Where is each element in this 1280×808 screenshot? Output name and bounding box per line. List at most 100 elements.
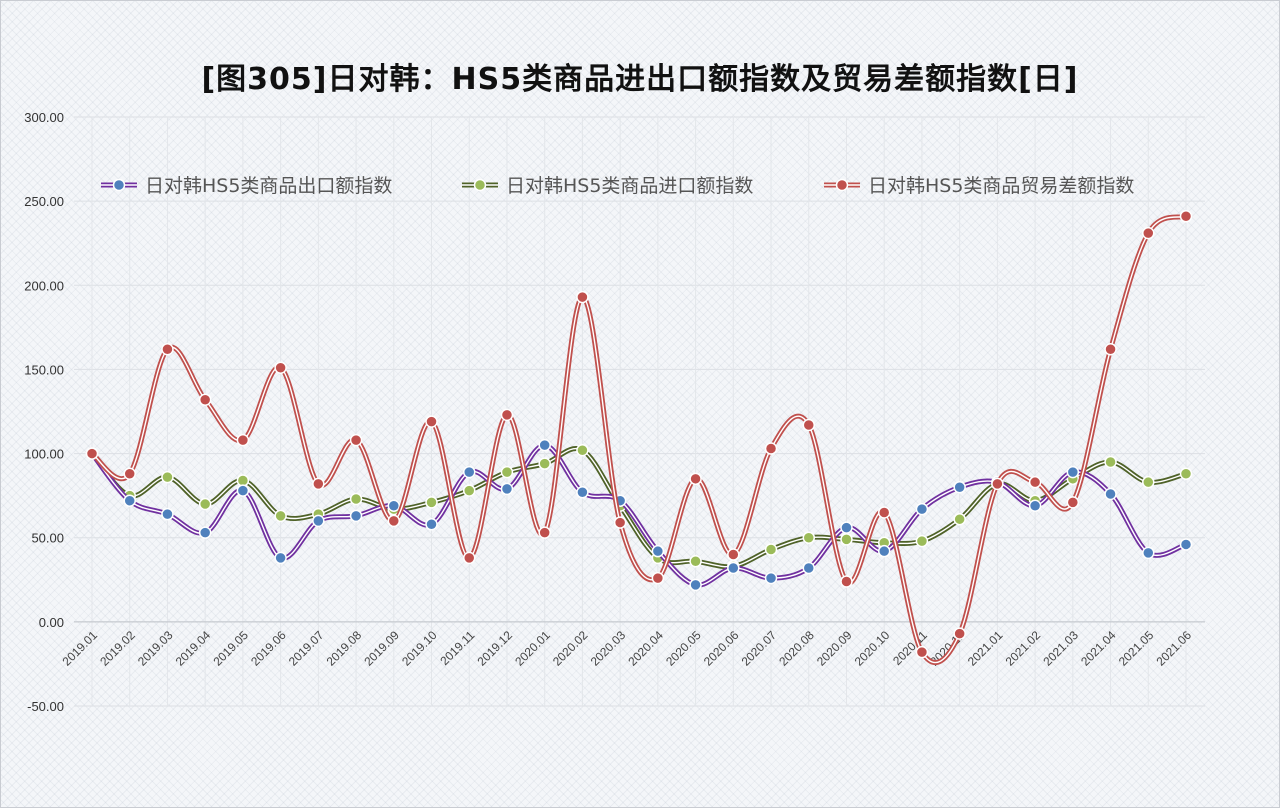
- x-tick-label: 2020.10: [852, 628, 893, 669]
- data-point: [1028, 499, 1042, 512]
- data-point: [802, 418, 816, 432]
- y-axis: 300.00 250.00 200.00 150.00 100.00 50.00 0.00 -…: [24, 110, 64, 714]
- data-point: [915, 502, 929, 516]
- data-point: [1104, 455, 1117, 469]
- data-point: [538, 438, 551, 452]
- data-point: [1066, 465, 1080, 479]
- data-point: [840, 521, 853, 534]
- data-point: [576, 443, 589, 457]
- data-point: [236, 433, 250, 447]
- data-point: [500, 465, 514, 479]
- y-tick-label: 150.00: [24, 362, 64, 377]
- y-tick-label: 100.00: [24, 447, 64, 462]
- data-point: [764, 442, 778, 455]
- series-2: [85, 443, 1193, 573]
- x-tick-label: 2021.03: [1040, 628, 1081, 669]
- data-point: [425, 415, 438, 428]
- data-point: [1142, 475, 1155, 489]
- x-tick-label: 2020.08: [776, 628, 817, 669]
- data-point: [500, 408, 514, 422]
- data-point: [689, 472, 702, 486]
- data-point: [198, 526, 212, 539]
- data-point: [613, 516, 627, 529]
- x-tick-label: 2020.06: [701, 628, 742, 669]
- y-tick-label: 200.00: [24, 278, 64, 293]
- x-tick-label: 2021.02: [1003, 628, 1044, 669]
- data-point: [349, 509, 363, 523]
- data-point: [425, 518, 438, 531]
- data-point: [312, 514, 325, 528]
- data-point: [991, 477, 1004, 491]
- x-tick-label: 2021.06: [1154, 628, 1195, 669]
- data-point: [85, 447, 99, 460]
- data-point: [764, 571, 778, 585]
- data-point: [953, 627, 966, 640]
- data-point: [123, 494, 136, 507]
- data-point: [840, 533, 853, 546]
- data-point: [538, 457, 551, 470]
- legend-item-1: 日对韩HS5类商品出口额指数: [101, 175, 392, 197]
- data-point: [1028, 475, 1042, 489]
- x-tick-label: 2020.03: [588, 628, 629, 669]
- x-tick-label: 2019.01: [60, 628, 101, 669]
- series-line-inner: [91, 215, 1187, 664]
- data-point: [349, 492, 363, 506]
- legend-marker: [835, 178, 849, 192]
- data-point: [123, 467, 136, 481]
- x-tick-label: 2019.10: [399, 628, 440, 669]
- data-point: [576, 486, 589, 499]
- data-point: [1142, 226, 1155, 240]
- x-tick-label: 2020.01: [512, 628, 553, 669]
- y-tick-label: 250.00: [24, 194, 64, 209]
- data-point: [651, 571, 665, 585]
- data-point: [198, 497, 212, 511]
- data-point: [538, 526, 551, 539]
- data-point: [840, 575, 853, 588]
- data-point: [274, 551, 287, 565]
- data-point: [274, 509, 287, 523]
- data-point: [462, 551, 476, 565]
- data-point: [576, 290, 589, 304]
- data-point: [727, 561, 740, 575]
- data-point: [802, 531, 816, 544]
- legend-label: 日对韩HS5类商品贸易差额指数: [868, 175, 1134, 197]
- x-tick-label: 2019.05: [210, 628, 251, 669]
- legend-item-3: 日对韩HS5类商品贸易差额指数: [824, 175, 1134, 197]
- data-point: [425, 496, 438, 509]
- data-point: [387, 499, 401, 512]
- data-point: [1104, 487, 1117, 501]
- x-tick-label: 2019.07: [286, 628, 327, 669]
- x-tick-label: 2020.05: [663, 628, 704, 669]
- y-tick-label: -50.00: [27, 699, 64, 714]
- x-axis: 2019.012019.022019.032019.042019.052019.…: [60, 621, 1205, 669]
- x-tick-label: 2019.06: [248, 628, 289, 669]
- legend-marker: [473, 178, 487, 192]
- legend-marker: [112, 178, 126, 192]
- x-tick-label: 2019.04: [173, 628, 214, 669]
- data-point: [161, 507, 174, 521]
- data-point: [877, 544, 891, 558]
- x-tick-label: 2020.07: [739, 628, 780, 669]
- x-tick-label: 2019.02: [97, 628, 138, 669]
- data-point: [689, 578, 702, 592]
- x-tick-label: 2020.09: [814, 628, 855, 669]
- chart-title: [图305]日对韩：HS5类商品进出口额指数及贸易差额指数[日]: [201, 62, 1079, 97]
- x-tick-label: 2019.09: [361, 628, 402, 669]
- legend: 日对韩HS5类商品出口额指数 日对韩HS5类商品进口额指数 日对韩HS5类商品贸易差…: [101, 175, 1134, 197]
- legend-item-2: 日对韩HS5类商品进口额指数: [462, 175, 753, 197]
- series-line-outer: [90, 213, 1188, 666]
- x-tick-label: 2020.02: [550, 628, 591, 669]
- data-point: [1179, 210, 1193, 223]
- y-tick-label: 300.00: [24, 110, 64, 125]
- y-tick-label: 50.00: [31, 531, 64, 546]
- data-point: [462, 484, 476, 497]
- data-point: [1066, 496, 1080, 509]
- data-point: [953, 480, 966, 494]
- data-point: [651, 544, 665, 558]
- data-point: [953, 512, 966, 526]
- data-point: [349, 433, 363, 447]
- x-tick-label: 2019.08: [324, 628, 365, 669]
- data-point: [236, 484, 250, 497]
- data-point: [1142, 546, 1155, 560]
- series-line-outer: [90, 442, 1187, 588]
